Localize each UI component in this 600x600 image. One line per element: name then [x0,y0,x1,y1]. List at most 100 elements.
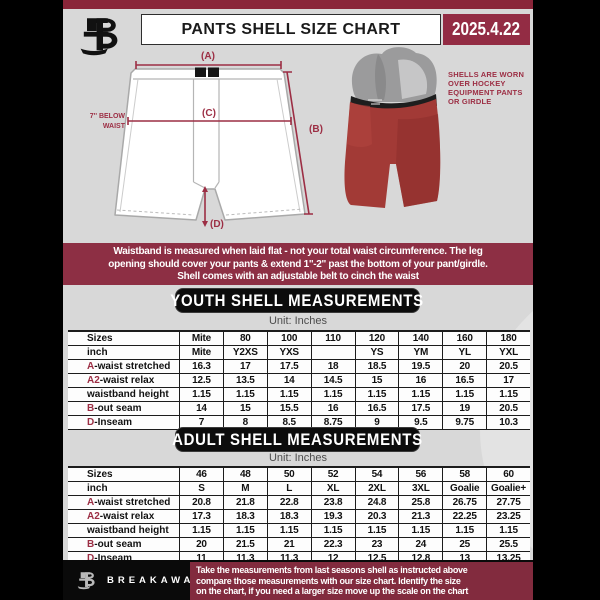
table-cell: 15 [224,402,268,415]
table-cell: 1.15 [180,524,224,537]
table-cell: 16.5 [443,374,488,387]
center-panel-seams [192,79,220,189]
text-line: Shell comes with an adjustable belt to c… [177,271,419,282]
table-cell: 16.3 [180,360,224,373]
table-cell: 14 [180,402,224,415]
table-cell: 11.3 [268,552,312,565]
table-cell: 14 [268,374,312,387]
measure-label-a: (A) [201,51,215,62]
text-line: Waistband is measured when laid flat - n… [113,246,483,257]
hem-stitching [116,208,304,216]
row-label: B -out seam [68,538,180,551]
table-cell: 1.15 [312,524,356,537]
table-cell: 20 [180,538,224,551]
shell-photo [344,47,441,208]
table-cell: 25 [443,538,488,551]
table-cell: 54 [356,468,400,481]
table-row: A -waist stretched 20.8 21.8 22.8 23.8 24.8 25.… [68,496,530,510]
table-cell: 17.5 [399,402,444,415]
table-cell: 18.3 [224,510,268,523]
table-cell: 24.8 [356,496,400,509]
row-label: inch [68,346,180,359]
table-cell: Mite [180,332,224,345]
measure-label-c: (C) [202,108,216,119]
table-cell: 16.5 [356,402,400,415]
table-cell: 15 [356,374,400,387]
table-cell: 48 [224,468,268,481]
table-row: B -out seam 14 15 15.5 16 16.5 17.5 19 20.5 [68,402,530,416]
table-cell: 19.5 [399,360,444,373]
text-line: OR GIRDLE [448,97,492,106]
table-cell: 60 [503,469,514,480]
table-cell: 1.15 [356,524,400,537]
table-cell: 21.8 [224,496,268,509]
table-cell: 1.15 [180,388,224,401]
table-cell: 9.75 [443,416,488,429]
table-row: A -waist stretched 16.3 17 17.5 18 18.5 19.5 20 2… [68,360,530,374]
row-label: waistband height [68,524,180,537]
table-cell: 58 [443,468,488,481]
table-cell: 3XL [399,482,444,495]
table-cell: 1.15 [268,524,312,537]
table-cell: 25.5 [499,539,518,550]
table-row: A2 -waist relax 12.5 13.5 14 14.5 15 16 16.5 17 [68,374,530,388]
table-cell: 20.8 [180,496,224,509]
row-label: D -Inseam [68,416,180,429]
table-cell: 21 [268,538,312,551]
table-cell: 16 [399,374,444,387]
table-row: B -out seam 20 21.5 21 22.3 23 24 25 25.5 [68,538,530,552]
row-label: A2 -waist relax [68,374,180,387]
table-cell: 110 [312,332,356,345]
text-line: Take the measurements from last seasons … [196,565,468,575]
table-cell: 14.5 [312,374,356,387]
table-cell: 17.5 [268,360,312,373]
table-cell: 11.3 [224,552,268,565]
shorts-outline [114,68,306,221]
table-cell: 17 [503,375,514,386]
text-line: opening should cover your pants & extend… [108,258,488,270]
table-cell: 1.15 [399,524,444,537]
table-cell: Y2XS [224,346,268,359]
table-cell: S [180,482,224,495]
table-row: inch S M L XL 2XL 3XL Goalie Goalie+ [68,482,530,496]
table-cell: 27.75 [496,497,521,508]
table-cell: 1.15 [356,388,400,401]
table-cell: 56 [399,468,444,481]
table-cell: 180 [500,333,517,344]
footer-bar: BREAKAWAY Take the measurements from las… [63,560,533,600]
table-cell: 80 [224,332,268,345]
table-cell: 7 [180,416,224,429]
table-cell: 18.3 [268,510,312,523]
page-title: PANTS SHELL SIZE CHART [141,14,441,45]
text-line: on the chart, if you need a larger size … [196,586,469,597]
table-row: inch Mite Y2XS YXS YS YM YL YXL [68,346,530,360]
youth-table: Sizes Mite 80 100 110 120 140 160 180 inch Mite Y2X… [68,330,530,430]
youth-section-heading: YOUTH SHELL MEASUREMENTS [171,288,424,313]
breakaway-logo-small-icon [77,572,95,590]
table-cell: 1.15 [399,388,444,401]
table-cell: 9 [356,416,400,429]
table-cell: YXS [268,346,312,359]
adult-table: Sizes 46 48 50 52 54 56 58 60 inch S M L XL 2XL 3XL Goal… [68,466,530,566]
text-line: OVER HOCKEY [448,79,506,88]
table-cell: 8.75 [312,416,356,429]
table-cell: 20.5 [499,361,518,372]
row-label: A -waist stretched [68,496,180,509]
table-cell: 160 [443,332,488,345]
table-cell: 1.15 [224,388,268,401]
table-cell: 23 [356,538,400,551]
table-cell: YXL [499,347,518,358]
table-cell: L [268,482,312,495]
table-row: Sizes 46 48 50 52 54 56 58 60 [68,466,530,482]
table-cell: 12.5 [180,374,224,387]
youth-unit-label: Unit: Inches [268,315,328,327]
date-badge: 2025.4.22 [443,14,530,45]
text-line: SHELLS ARE WORN [448,70,525,79]
table-cell: 25.8 [399,496,444,509]
row-label: A2 -waist relax [68,510,180,523]
youth-heading-text: YOUTH SHELL MEASUREMENTS [170,290,425,310]
footer-instructions: Take the measurements from last seasons … [190,562,533,600]
shell-highlight [347,102,372,147]
table-cell: 52 [312,468,356,481]
measure-line-b [283,71,313,215]
